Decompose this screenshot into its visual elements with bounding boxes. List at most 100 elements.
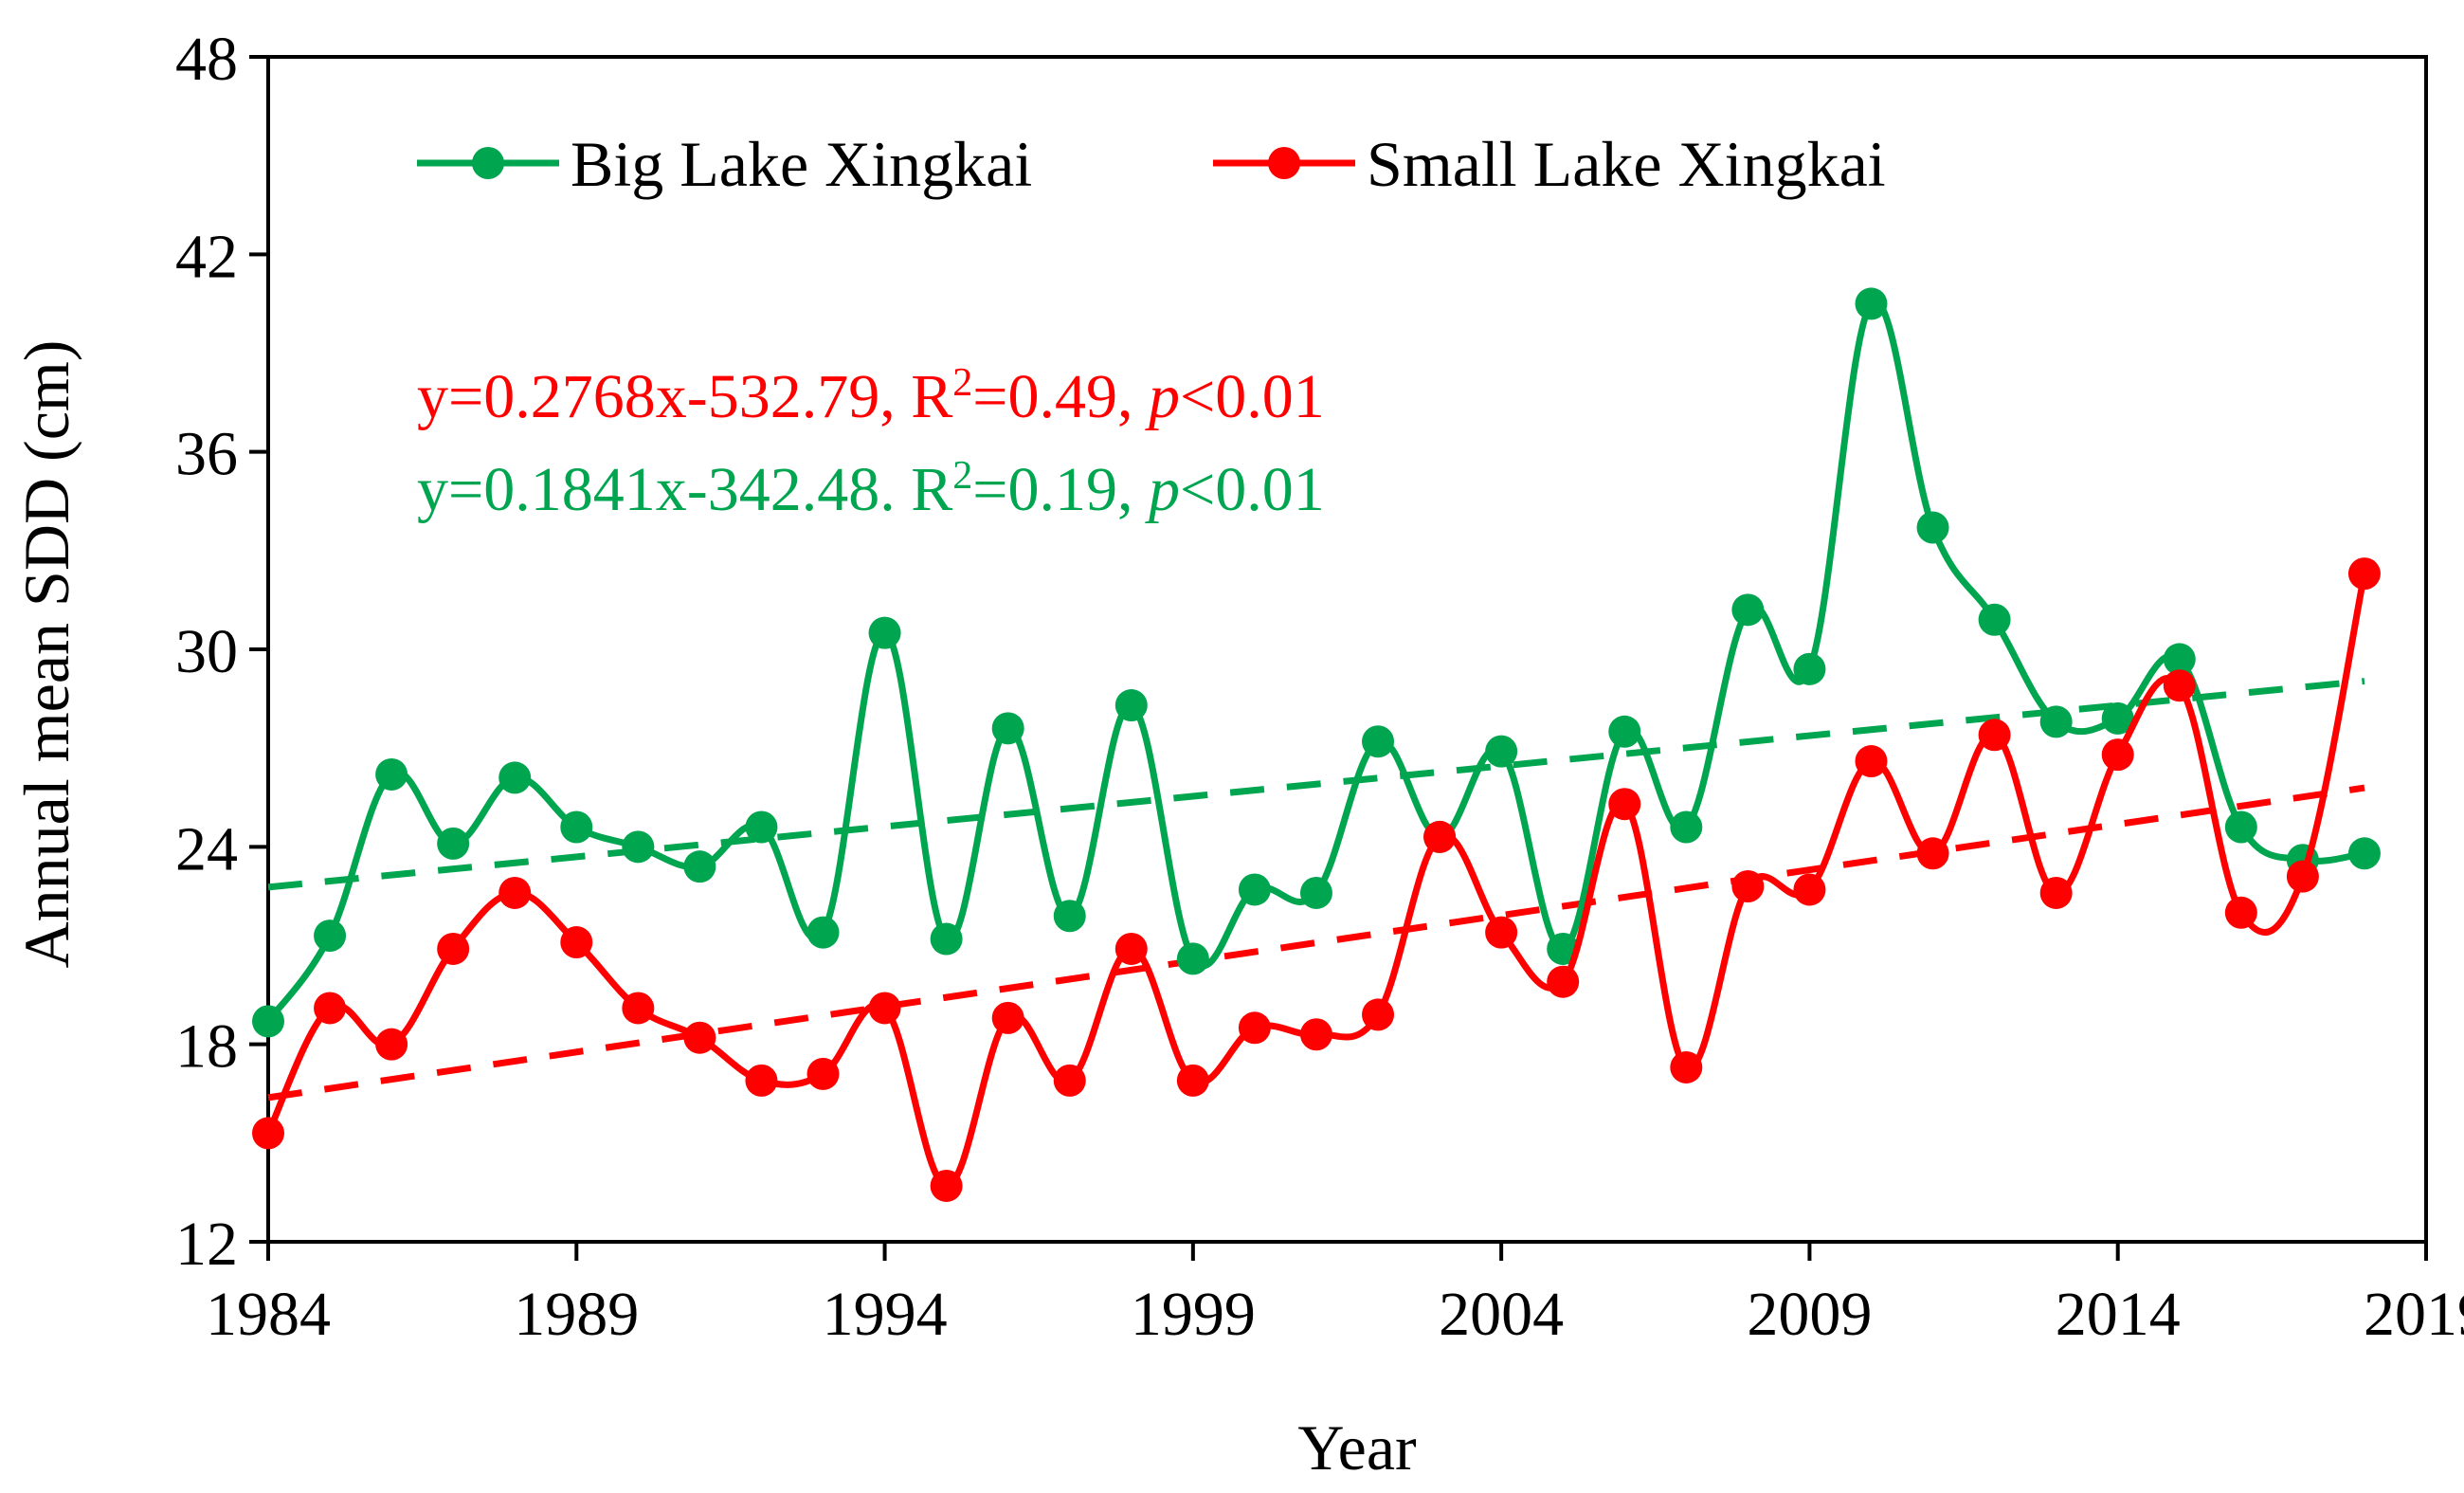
data-point-small-lake [2286,860,2319,893]
data-point-big-lake [560,810,593,844]
data-point-big-lake [1299,876,1332,909]
legend-label-small-lake: Small Lake Xingkai [1367,128,1886,200]
data-point-small-lake [868,992,901,1025]
data-point-small-lake [1176,1064,1209,1097]
data-point-small-lake [437,932,470,965]
data-point-big-lake [1978,603,2011,636]
legend-label-big-lake: Big Lake Xingkai [571,128,1032,200]
data-point-small-lake [1053,1064,1086,1097]
data-point-big-lake [1670,810,1703,844]
data-point-big-lake [375,757,408,791]
data-point-small-lake [314,992,347,1025]
data-point-small-lake [1608,788,1641,821]
data-point-big-lake [868,616,901,649]
data-point-small-lake [683,1021,716,1054]
y-tick-label: 42 [175,222,238,291]
data-point-big-lake [1114,689,1148,722]
x-axis-title: Year [1297,1411,1417,1484]
data-point-small-lake [1670,1050,1703,1083]
data-point-small-lake [930,1169,963,1202]
x-tick-label: 1999 [1131,1280,1256,1349]
data-point-small-lake [1299,1018,1332,1051]
data-point-big-lake [2039,705,2073,738]
data-point-big-lake [1793,652,1826,685]
y-tick-label: 48 [175,25,238,94]
data-point-small-lake [1916,837,1949,870]
legend-marker-small-lake [1268,147,1300,179]
data-point-small-lake [1423,820,1457,853]
plot-frame [266,55,2428,1244]
data-point-small-lake [1547,965,1580,998]
data-point-small-lake [252,1117,284,1150]
y-tick-label: 12 [175,1210,238,1279]
trendline-small-lake [267,784,2365,1102]
data-point-small-lake [1855,745,1888,778]
data-point-big-lake [252,1005,284,1038]
data-point-big-lake [2101,701,2134,735]
data-point-big-lake [806,916,840,949]
y-tick-label: 30 [175,617,238,686]
x-tick-label: 1994 [823,1280,948,1349]
data-point-small-lake [1793,873,1826,906]
data-point-big-lake [1362,725,1395,758]
data-point-small-lake [1978,719,2011,752]
x-tick-label: 1989 [514,1280,639,1349]
x-axis: 1984 1989 1994 1999 2004 2009 2014 2019 [206,1242,2464,1349]
data-point-big-lake [437,827,470,860]
data-point-small-lake [2163,669,2196,702]
data-point-big-lake [991,712,1024,745]
x-tick-label: 2009 [1747,1280,1872,1349]
data-point-big-lake [622,830,655,864]
data-point-small-lake [2039,876,2073,909]
data-point-big-lake [1238,873,1271,906]
data-point-small-lake [2347,557,2381,591]
data-point-big-lake [745,810,778,844]
data-point-big-lake [930,922,963,956]
data-point-small-lake [806,1057,840,1090]
x-tick-label: 2004 [1439,1280,1564,1349]
data-point-big-lake [1855,287,1888,320]
data-point-small-lake [498,876,532,909]
data-point-small-lake [560,926,593,959]
data-point-big-lake [1916,511,1949,544]
trendline-big-lake [267,678,2365,891]
data-point-big-lake [498,761,532,794]
legend-marker-big-lake [472,147,504,179]
data-point-small-lake [745,1064,778,1097]
y-tick-label: 36 [175,420,238,489]
data-point-big-lake [314,919,347,953]
regression-equations: y=0.2768x-532.79, R2=0.49, p<0.01 y=0.184… [417,361,1325,524]
data-point-small-lake [1114,932,1148,965]
data-point-big-lake [1731,593,1765,627]
legend: Big Lake Xingkai Small Lake Xingkai [417,128,1886,200]
equation-big-lake: y=0.1841x-342.48. R2=0.19, p<0.01 [417,454,1325,524]
trendlines [267,678,2365,1102]
plot-area-border [266,55,2428,1244]
data-point-small-lake [622,992,655,1025]
y-axis-title: Annual mean SDD (cm) [10,340,82,969]
data-point-small-lake [375,1028,408,1061]
data-point-small-lake [1238,1011,1271,1045]
data-point-small-lake [1485,916,1518,949]
x-tick-label: 2014 [2056,1280,2181,1349]
data-point-big-lake [683,850,716,883]
x-tick-label: 1984 [206,1280,331,1349]
x-tick-label: 2019 [2364,1280,2464,1349]
y-axis: 12 18 24 30 36 42 48 [175,25,268,1279]
equation-small-lake: y=0.2768x-532.79, R2=0.49, p<0.01 [417,361,1325,431]
data-point-small-lake [1731,870,1765,902]
data-point-big-lake [1053,900,1086,933]
data-point-big-lake [1485,735,1518,768]
data-point-small-lake [1362,998,1395,1031]
y-tick-label: 18 [175,1012,238,1082]
data-point-big-lake [1608,715,1641,748]
data-point-small-lake [991,1001,1024,1034]
data-point-small-lake [2224,896,2257,929]
data-point-big-lake [2224,810,2257,844]
series-layer [252,287,2381,1202]
data-point-big-lake [1547,932,1580,965]
data-point-small-lake [2101,738,2134,772]
y-tick-label: 24 [175,814,238,883]
data-point-big-lake [1176,942,1209,975]
